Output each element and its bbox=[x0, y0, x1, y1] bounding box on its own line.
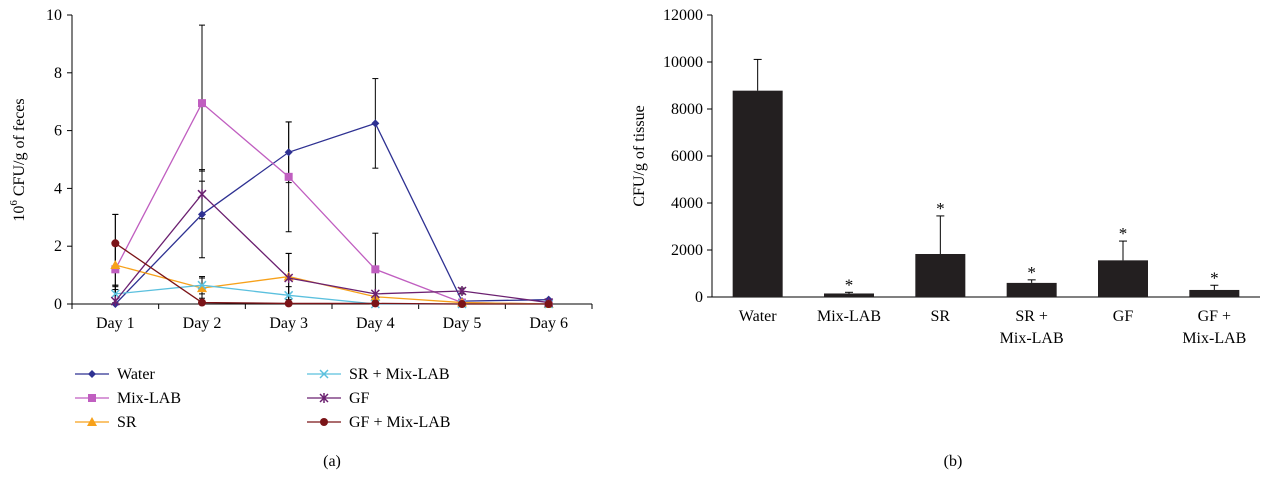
marker-square bbox=[111, 265, 120, 274]
bar bbox=[732, 90, 783, 297]
marker-triangle bbox=[110, 259, 121, 269]
marker-square bbox=[198, 99, 206, 108]
x-tick-label: SR bbox=[931, 308, 951, 325]
x-tick-label: Mix-LAB bbox=[817, 308, 881, 325]
marker-x bbox=[319, 369, 329, 379]
x-tick-label: Day 5 bbox=[443, 315, 482, 332]
legend-label: Water bbox=[117, 366, 155, 383]
bar bbox=[1189, 289, 1240, 297]
x-tick-label: Day 1 bbox=[96, 315, 135, 332]
y-axis-label-power: 6 bbox=[8, 200, 20, 206]
marker-diamond bbox=[284, 148, 293, 157]
marker-triangle bbox=[197, 283, 207, 293]
x-tick-label: GF bbox=[1113, 308, 1134, 325]
significance-marker: * bbox=[1210, 268, 1219, 287]
y-axis-label-rest: CFU/g of feces bbox=[11, 98, 28, 200]
marker-circle bbox=[544, 300, 553, 308]
marker-diamond bbox=[88, 370, 96, 378]
marker-circle bbox=[371, 299, 380, 308]
y-tick-label: 12000 bbox=[663, 7, 703, 24]
significance-marker: * bbox=[845, 275, 854, 294]
marker-circle bbox=[458, 300, 466, 308]
y-tick-label: 2 bbox=[54, 238, 62, 255]
marker-x bbox=[197, 280, 207, 290]
bar bbox=[915, 253, 966, 297]
legend-label: SR bbox=[117, 414, 137, 431]
marker-diamond bbox=[198, 210, 206, 219]
bar bbox=[1006, 282, 1057, 297]
marker-square bbox=[88, 394, 96, 402]
marker-diamond bbox=[371, 119, 380, 128]
y-tick-label: 6 bbox=[54, 123, 62, 140]
y-tick-label: 10 bbox=[46, 7, 62, 24]
x-tick-label: Water bbox=[739, 308, 777, 325]
panel-label: (a) bbox=[323, 453, 341, 470]
y-tick-label: 0 bbox=[54, 296, 62, 313]
y-tick-label: 6000 bbox=[671, 148, 703, 165]
marker-x bbox=[110, 289, 120, 299]
marker-x bbox=[284, 290, 294, 300]
y-tick-label: 4000 bbox=[671, 195, 703, 212]
x-tick-label: Day 6 bbox=[529, 315, 568, 332]
x-tick-label: Mix-LAB bbox=[1182, 330, 1246, 347]
y-tick-label: 10000 bbox=[663, 54, 703, 71]
x-tick-label: SR + bbox=[1015, 308, 1048, 325]
panel-b-bar-chart: 0 2000 4000 6000 8000 10000 12000 CFU/g of tiss… bbox=[631, 7, 1260, 470]
y-tick-label: 2000 bbox=[671, 242, 703, 259]
legend-label: GF bbox=[349, 390, 370, 407]
y-tick-label: 8000 bbox=[671, 101, 703, 118]
marker-square bbox=[284, 172, 293, 181]
marker-circle bbox=[198, 298, 206, 307]
significance-marker: * bbox=[936, 199, 945, 218]
series-line bbox=[115, 264, 549, 305]
series-line bbox=[114, 122, 549, 305]
x-tick-label: Day 3 bbox=[269, 315, 308, 332]
y-axis-label-base: 10 bbox=[11, 206, 28, 222]
legend-label: Mix-LAB bbox=[117, 390, 181, 407]
panel-label: (b) bbox=[944, 453, 963, 470]
series-line bbox=[114, 102, 549, 305]
marker-circle bbox=[111, 239, 120, 248]
x-tick-label: GF + bbox=[1198, 308, 1231, 325]
x-tick-label: Day 4 bbox=[356, 315, 395, 332]
bar bbox=[824, 293, 874, 297]
x-tick-label: Mix-LAB bbox=[1000, 330, 1064, 347]
y-axis-label: 106 CFU/g of feces bbox=[8, 98, 28, 221]
legend-label: GF + Mix-LAB bbox=[349, 414, 450, 431]
y-tick-label: 0 bbox=[695, 289, 703, 306]
significance-marker: * bbox=[1027, 263, 1036, 282]
significance-marker: * bbox=[1119, 224, 1128, 243]
y-axis-label: CFU/g of tissue bbox=[631, 105, 648, 206]
y-tick-label: 8 bbox=[54, 65, 62, 82]
marker-circle bbox=[284, 299, 293, 308]
x-tick-label: Day 2 bbox=[183, 315, 222, 332]
legend-label: SR + Mix-LAB bbox=[349, 366, 450, 383]
series-line bbox=[114, 242, 549, 305]
marker-triangle bbox=[87, 417, 97, 426]
y-tick-label: 4 bbox=[54, 180, 62, 197]
marker-circle bbox=[320, 418, 328, 426]
bar bbox=[1098, 260, 1148, 297]
marker-square bbox=[371, 265, 380, 274]
series-line bbox=[114, 193, 549, 304]
